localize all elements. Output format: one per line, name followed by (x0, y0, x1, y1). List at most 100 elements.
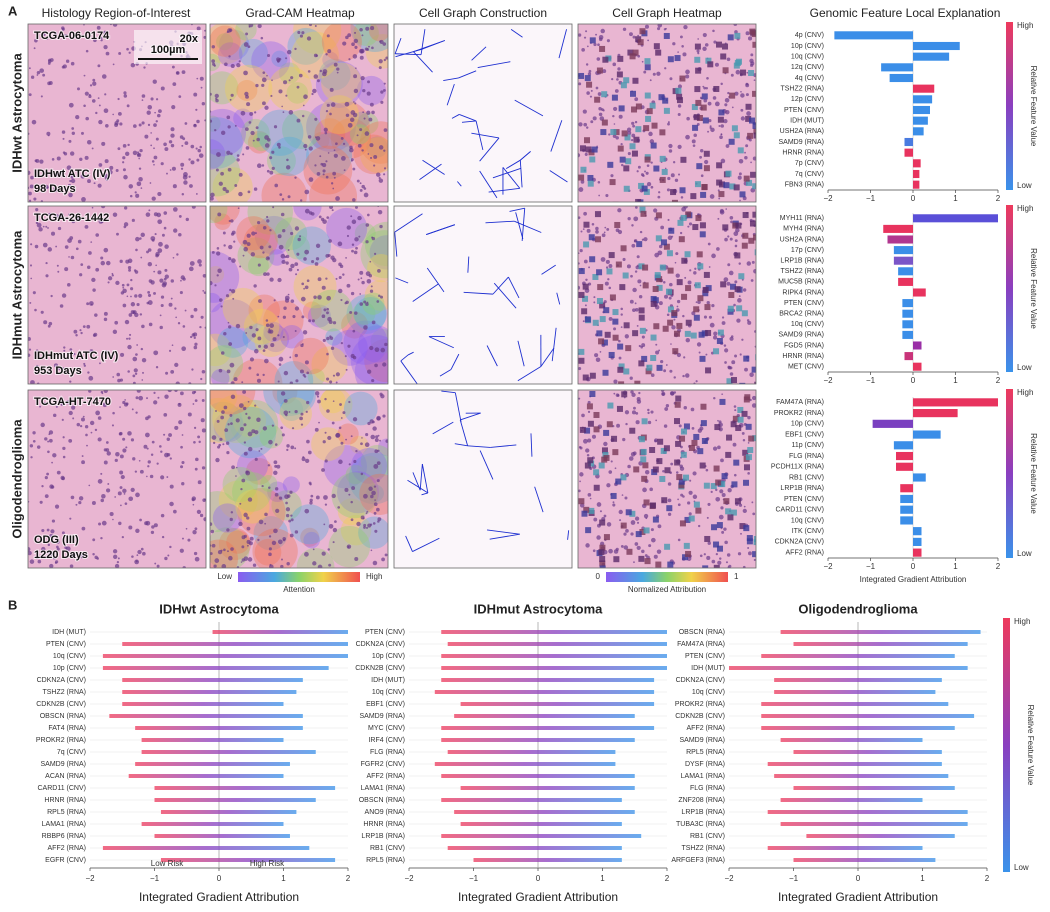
nucleus (342, 411, 346, 415)
nucleus (697, 524, 701, 528)
nucleus (597, 180, 601, 184)
nucleus (606, 483, 611, 488)
nucleus (263, 344, 268, 349)
edge (514, 99, 544, 117)
nucleus (608, 316, 613, 321)
nucleus (283, 410, 289, 416)
nucleus (246, 526, 251, 531)
nucleus (727, 365, 732, 370)
nucleus (723, 344, 727, 347)
x-tick-label: −2 (724, 874, 734, 883)
nucleus (586, 453, 590, 457)
x-tick-label: −1 (866, 376, 876, 385)
nucleus (665, 404, 670, 408)
y-tick-label: EBF1 (CNV) (366, 701, 405, 708)
nucleus (36, 74, 39, 76)
nucleus (753, 79, 756, 82)
node-square (693, 501, 700, 508)
nucleus (349, 117, 355, 122)
nucleus (103, 317, 108, 322)
nucleus (600, 28, 605, 34)
nucleus (156, 212, 162, 218)
nucleus (254, 404, 257, 407)
nucleus (289, 356, 292, 359)
node-square (585, 527, 592, 534)
nucleus (750, 63, 754, 67)
nucleus (721, 316, 725, 319)
nucleus (624, 410, 630, 415)
tile-border (209, 205, 389, 385)
nucleus (256, 163, 262, 169)
nucleus (362, 88, 366, 93)
nucleus (688, 222, 693, 226)
nucleus (635, 420, 640, 425)
nucleus (345, 368, 348, 371)
nucleus (101, 74, 107, 79)
range (441, 630, 667, 634)
node-square (746, 179, 753, 186)
nucleus (140, 232, 145, 238)
nucleus (578, 153, 581, 158)
nucleus (715, 552, 718, 556)
nucleus (155, 251, 160, 257)
node-square (610, 492, 617, 499)
nucleus (264, 143, 270, 148)
nucleus (373, 502, 378, 507)
nucleus (86, 139, 92, 145)
nucleus (174, 425, 179, 430)
nucleus (123, 94, 128, 98)
nucleus (328, 320, 333, 325)
nucleus (340, 341, 344, 345)
nucleus (655, 343, 658, 346)
nucleus (719, 489, 724, 494)
nucleus (274, 443, 278, 446)
heat-blob (368, 24, 388, 42)
heat-blob (289, 504, 330, 545)
nucleus (588, 266, 591, 269)
nucleus (28, 348, 32, 351)
nucleus (656, 549, 662, 554)
heat-blob (210, 53, 221, 72)
nucleus (383, 149, 386, 152)
node-square (700, 420, 707, 427)
y-tick-label: FAM47A (RNA) (776, 399, 824, 406)
nucleus (94, 428, 98, 432)
node-square (603, 307, 610, 314)
nucleus (599, 351, 602, 353)
nucleus (193, 345, 198, 350)
nucleus (713, 331, 718, 336)
heat-blob (312, 132, 330, 150)
node-square (693, 114, 700, 121)
nucleus (123, 222, 129, 227)
node-square (702, 290, 709, 297)
nucleus (642, 174, 645, 177)
nucleus (677, 503, 681, 507)
nucleus (376, 300, 380, 303)
nucleus (99, 362, 101, 365)
nucleus (75, 115, 80, 120)
nucleus (328, 563, 332, 567)
nucleus (100, 36, 103, 40)
nucleus (740, 90, 742, 93)
nucleus (230, 547, 234, 551)
heat-blob (210, 490, 238, 533)
nucleus (633, 406, 636, 410)
nucleus (280, 391, 286, 396)
nucleus (742, 565, 746, 568)
nucleus (319, 155, 322, 158)
nucleus (326, 216, 330, 219)
node-square (743, 175, 750, 182)
y-tick-label: HRNR (RNA) (44, 797, 86, 804)
nucleus (326, 295, 331, 301)
range (793, 750, 942, 754)
node-square (688, 515, 695, 522)
nucleus (46, 38, 49, 40)
range (102, 654, 349, 658)
nucleus (220, 305, 223, 308)
y-tick-label: TSHZ2 (RNA) (780, 268, 824, 275)
nucleus (585, 30, 588, 33)
nucleus (748, 551, 752, 556)
nucleus (350, 215, 353, 218)
nucleus (377, 517, 382, 522)
nucleus (370, 434, 376, 440)
